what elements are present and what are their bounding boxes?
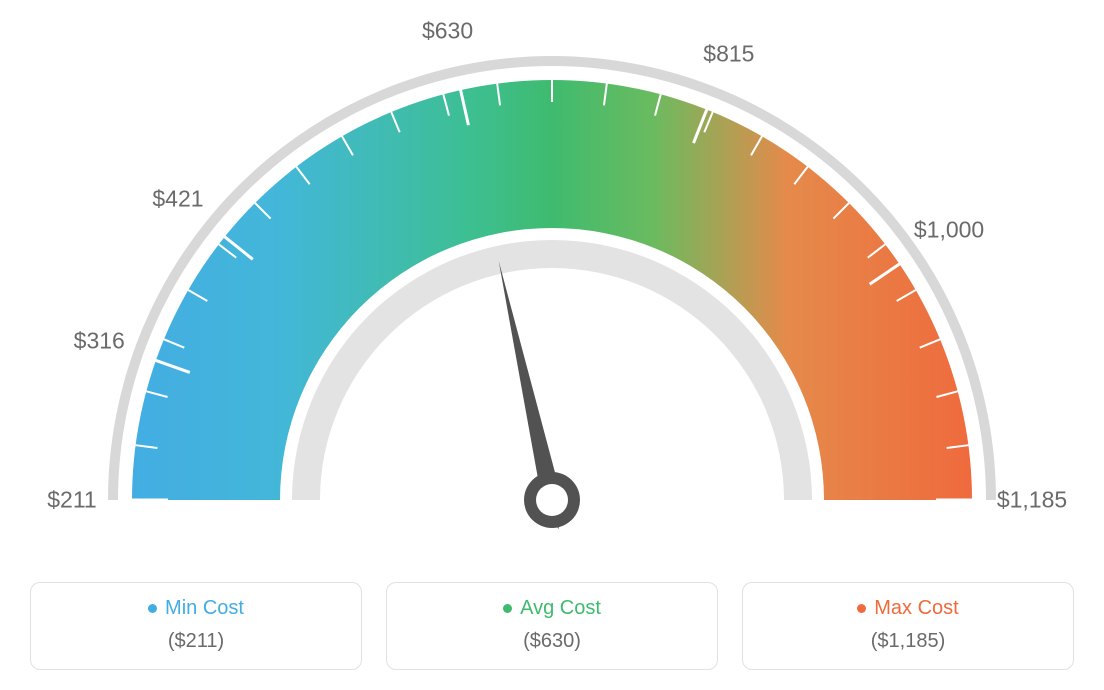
legend-dot-avg [503, 604, 512, 613]
legend-dot-min [148, 604, 157, 613]
legend-title-avg-text: Avg Cost [520, 597, 601, 620]
legend-title-min: Min Cost [148, 597, 244, 620]
legend-card-avg: Avg Cost ($630) [386, 582, 718, 670]
legend-card-min: Min Cost ($211) [30, 582, 362, 670]
gauge-tick-label: $1,000 [914, 217, 984, 244]
legend-value-avg: ($630) [387, 630, 717, 653]
legend-value-min: ($211) [31, 630, 361, 653]
legend-title-avg: Avg Cost [503, 597, 601, 620]
gauge-tick-label: $1,185 [997, 487, 1067, 514]
cost-gauge-chart: $211 $316 $421 $630 $815 $1,000 $1,185 [0, 0, 1104, 560]
legend-value-max: ($1,185) [743, 630, 1073, 653]
gauge-tick-label: $630 [422, 18, 473, 45]
gauge-tick-label: $211 [47, 487, 96, 514]
legend-title-max: Max Cost [857, 597, 958, 620]
gauge-svg [0, 0, 1104, 560]
gauge-tick-label: $421 [152, 186, 203, 213]
legend-title-min-text: Min Cost [165, 597, 244, 620]
gauge-tick-label: $815 [703, 40, 754, 67]
gauge-tick-label: $316 [74, 327, 125, 354]
legend-dot-max [857, 604, 866, 613]
legend-title-max-text: Max Cost [874, 597, 958, 620]
legend-row: Min Cost ($211) Avg Cost ($630) Max Cost… [0, 582, 1104, 670]
legend-card-max: Max Cost ($1,185) [742, 582, 1074, 670]
